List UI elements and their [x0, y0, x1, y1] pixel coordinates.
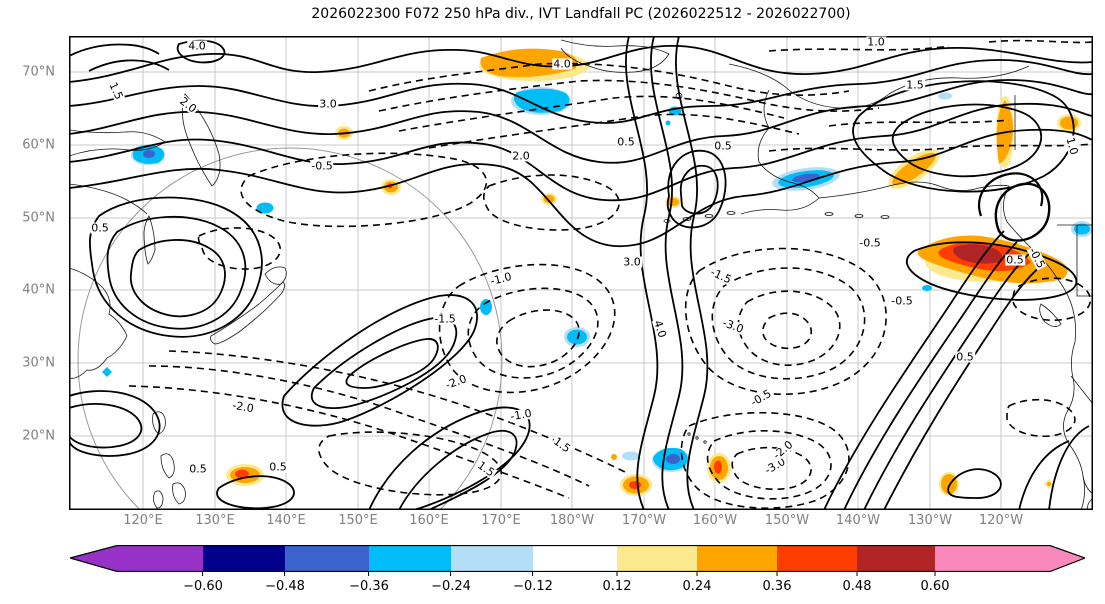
- colorbar-seg-4: [451, 545, 533, 572]
- colorbar-seg-9: [857, 545, 935, 572]
- colorbar-tick-label: −0.60: [183, 579, 223, 594]
- colorbar-tick: 0.48: [842, 571, 872, 594]
- lon-tick-label: 170°W: [621, 513, 667, 528]
- lat-tick-label: 40°N: [22, 282, 55, 298]
- colorbar-tick-label: −0.12: [513, 579, 553, 594]
- map-frame: [69, 36, 1093, 510]
- colorbar-tick-label: −0.24: [431, 579, 471, 594]
- lat-tick-label: 50°N: [22, 210, 55, 226]
- lon-tick-label: 120°W: [978, 513, 1024, 528]
- colorbar-tickmark: [776, 571, 778, 576]
- page-title: 2026022300 F072 250 hPa div., IVT Landfa…: [311, 6, 851, 22]
- lat-tick-label: 70°N: [22, 64, 55, 80]
- shading-dark-red: [953, 244, 1002, 264]
- range-circle: [77, 147, 503, 510]
- colorbar-seg-zero: [533, 545, 617, 572]
- colorbar: −0.60 −0.48 −0.36 −0.24 −0.12 0.12 0.24: [70, 545, 1085, 601]
- lon-tick-label: 180°W: [549, 513, 595, 528]
- colorbar-tickmark: [532, 571, 534, 576]
- lat-tick-label: 20°N: [22, 428, 55, 444]
- colorbar-seg-3: [369, 545, 451, 572]
- map-plot-area: 4.0 1.5 2.0 3.0 4.0 2.0 0.5 0.5 -0.5 -1.0 -1.5 -2.0…: [69, 36, 1093, 510]
- colorbar-tick: 0.36: [762, 571, 792, 594]
- colorbar-tick: −0.48: [265, 571, 305, 594]
- colorbar-tick-label: 0.36: [762, 579, 792, 594]
- lon-tick-label: 150°E: [338, 513, 378, 528]
- colorbar-tick-label: 0.24: [682, 579, 712, 594]
- colorbar-ticks: −0.60 −0.48 −0.36 −0.24 −0.12 0.12 0.24: [70, 545, 1085, 601]
- colorbar-tickmark: [696, 571, 698, 576]
- colorbar-tickmark: [284, 571, 286, 576]
- colorbar-tick: 0.60: [920, 571, 950, 594]
- lat-tick-label: 30°N: [22, 355, 55, 371]
- lon-tick-label: 160°W: [692, 513, 738, 528]
- colorbar-seg-6: [617, 545, 697, 572]
- colorbar-canvas: [70, 545, 1085, 572]
- colorbar-outline: [70, 545, 1085, 572]
- colorbar-tick: 0.24: [682, 571, 712, 594]
- colorbar-tickmark: [616, 571, 618, 576]
- colorbar-tickmark: [368, 571, 370, 576]
- colorbar-seg-under: [117, 545, 203, 572]
- lon-tick-label: 120°E: [123, 513, 163, 528]
- colorbar-tick: 0.12: [602, 571, 632, 594]
- colorbar-tick: −0.60: [183, 571, 223, 594]
- dashed-contours: [128, 39, 1093, 509]
- colorbar-seg-8: [777, 545, 857, 572]
- colorbar-tick: −0.24: [431, 571, 471, 594]
- longitude-axis: 120°E 130°E 140°E 150°E 160°E 170°E 180°W 170°W…: [69, 513, 1093, 533]
- latitude-axis: 70°N 60°N 50°N 40°N 30°N 20°N: [0, 36, 64, 510]
- coastlines: [69, 39, 1093, 510]
- colorbar-over-arrow: [1050, 545, 1085, 572]
- lon-tick-label: 140°E: [266, 513, 306, 528]
- colorbar-tick-label: −0.48: [265, 579, 305, 594]
- lon-tick-label: 140°W: [835, 513, 881, 528]
- colorbar-tickmark: [202, 571, 204, 576]
- solid-contours: [69, 36, 1093, 510]
- shading-cyan: [102, 88, 1090, 471]
- colorbar-tick-label: 0.12: [602, 579, 632, 594]
- colorbar-tick: −0.12: [513, 571, 553, 594]
- colorbar-seg-2: [285, 545, 369, 572]
- lon-tick-label: 130°W: [907, 513, 953, 528]
- colorbar-tick: −0.36: [349, 571, 389, 594]
- colorbar-seg-1: [203, 545, 285, 572]
- lon-tick-label: 130°E: [195, 513, 235, 528]
- colorbar-seg-over: [935, 545, 1050, 572]
- lon-tick-label: 150°W: [764, 513, 810, 528]
- colorbar-tick-label: 0.48: [842, 579, 872, 594]
- lon-tick-label: 160°E: [409, 513, 449, 528]
- colorbar-tick-label: −0.36: [349, 579, 389, 594]
- lon-tick-label: 170°E: [481, 513, 521, 528]
- lat-tick-label: 60°N: [22, 137, 55, 153]
- map-canvas: [69, 36, 1093, 510]
- colorbar-seg-7: [697, 545, 777, 572]
- colorbar-tickmark: [856, 571, 858, 576]
- colorbar-tick-label: 0.60: [920, 579, 950, 594]
- colorbar-tickmark: [934, 571, 936, 576]
- colorbar-tickmark: [450, 571, 452, 576]
- colorbar-under-arrow: [70, 545, 117, 572]
